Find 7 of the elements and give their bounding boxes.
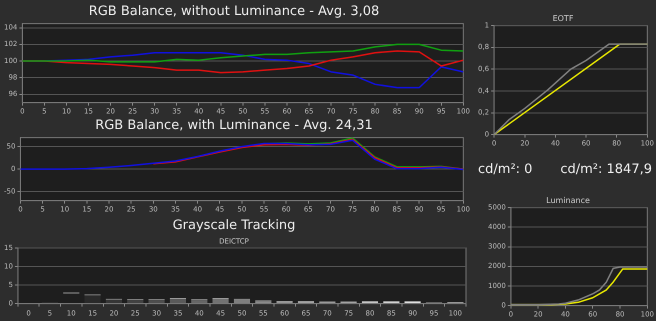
- text: cd/m²: 1847,9: [560, 162, 652, 176]
- text: cd/m²: 0: [478, 162, 532, 176]
- chart-title: EOTF: [552, 14, 574, 23]
- chart-title: Luminance: [546, 196, 590, 205]
- chart-title: RGB Balance, with Luminance - Avg. 24,31: [95, 118, 373, 134]
- chart-title: RGB Balance, without Luminance - Avg. 3,08: [88, 4, 380, 20]
- chart-title: Grayscale Tracking: [172, 218, 296, 234]
